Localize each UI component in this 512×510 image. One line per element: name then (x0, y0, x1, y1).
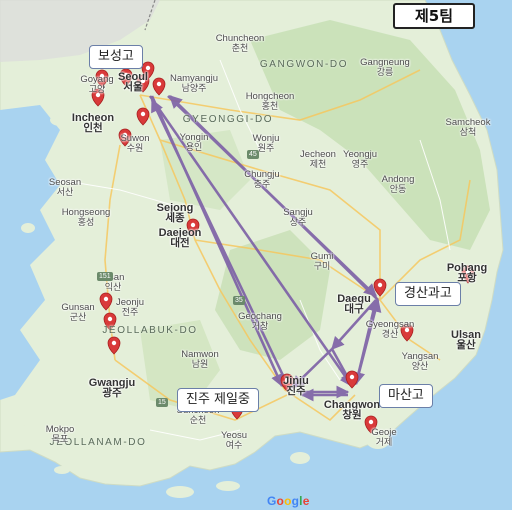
route-arrow (331, 299, 377, 350)
location-pin-icon[interactable] (373, 278, 387, 297)
island (216, 481, 240, 491)
highway-shield: 45 (247, 150, 259, 159)
mountain-region (250, 20, 490, 250)
route-arrow (354, 298, 382, 385)
callout-jinju[interactable]: 진주 제일중 (177, 388, 259, 412)
location-pin-icon[interactable] (99, 292, 113, 311)
highway-shield: 35 (233, 296, 245, 305)
highway-shield: 151 (97, 272, 113, 281)
google-attribution: Google (267, 494, 310, 508)
location-pin-icon[interactable] (91, 88, 105, 107)
island (21, 223, 35, 233)
callout-gyeongsan[interactable]: 경산과고 (395, 282, 461, 306)
province-label: JEOLLABUK-DO (102, 325, 198, 336)
island (366, 431, 390, 449)
callout-masan[interactable]: 마산고 (379, 384, 433, 408)
location-pin-icon[interactable] (345, 370, 359, 389)
location-pin-icon[interactable] (141, 61, 155, 80)
location-pin-icon[interactable] (461, 265, 475, 284)
location-pin-icon[interactable] (400, 323, 414, 342)
location-pin-icon[interactable] (136, 74, 150, 93)
province-label: GANGWON-DO (259, 59, 349, 70)
location-pin-icon[interactable] (152, 77, 166, 96)
location-pin-icon[interactable] (136, 107, 150, 126)
location-pin-icon[interactable] (364, 415, 378, 434)
team-label: 제5팀 (393, 3, 475, 29)
mountain-region (160, 130, 250, 210)
island (290, 452, 310, 464)
road-network-minor (59, 59, 451, 441)
location-pin-icon[interactable] (119, 68, 133, 87)
location-pin-icon[interactable] (95, 69, 109, 88)
route-arrow (150, 98, 290, 387)
route-arrows (148, 95, 382, 402)
route-arrow (291, 348, 333, 389)
island (166, 486, 194, 498)
route-arrow (169, 95, 379, 301)
location-pin-icon[interactable] (186, 218, 200, 237)
location-pin-icon[interactable] (103, 312, 117, 331)
north-area (0, 0, 160, 62)
route-arrow (148, 95, 354, 388)
border-line (144, 0, 156, 31)
island (54, 466, 70, 474)
province-label: JEOLLANAM-DO (49, 437, 147, 448)
bay (0, 105, 60, 400)
location-pin-icon[interactable] (107, 336, 121, 355)
mountain-region (215, 230, 330, 360)
highway-shield: 15 (156, 398, 168, 407)
island (50, 114, 70, 126)
island (11, 414, 29, 426)
location-pin-icon[interactable] (118, 128, 132, 147)
callout-boseong[interactable]: 보성고 (89, 45, 143, 69)
mountain-region (140, 320, 220, 410)
east-sea-corner (380, 330, 512, 510)
province-label: GYEONGGI-DO (182, 114, 274, 125)
location-pin-icon[interactable] (280, 373, 294, 392)
